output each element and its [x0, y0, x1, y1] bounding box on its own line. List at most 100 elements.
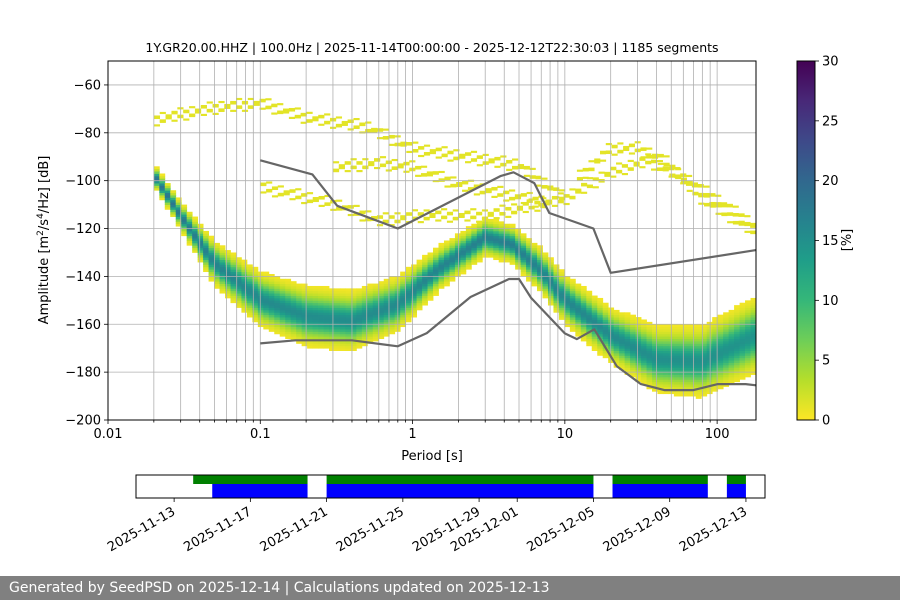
heatmap-cell: [569, 300, 576, 304]
heatmap-cell: [745, 345, 751, 349]
heatmap-cell: [575, 329, 582, 332]
heatmap-cell: [416, 266, 423, 270]
heatmap-cell: [219, 269, 226, 273]
heatmap-cell: [619, 326, 626, 330]
heatmap-trace-cell: [691, 182, 698, 185]
heatmap-cell: [558, 269, 565, 273]
heatmap-trace-cell: [604, 171, 611, 174]
heatmap-cell: [367, 283, 374, 287]
heatmap-cell: [520, 259, 527, 263]
heatmap-cell: [498, 233, 505, 237]
heatmap-trace-cell: [450, 185, 457, 188]
heatmap-cell: [252, 319, 259, 323]
heatmap-cell: [728, 331, 735, 335]
heatmap-cell: [438, 278, 445, 282]
heatmap-cell: [520, 257, 527, 261]
heatmap-cell: [186, 230, 193, 234]
heatmap-cell: [586, 300, 593, 304]
heatmap-cell: [635, 341, 642, 344]
heatmap-cell: [416, 274, 423, 277]
heatmap-cell: [580, 336, 587, 340]
heatmap-cell: [356, 345, 363, 349]
heatmap-trace-cell: [487, 213, 494, 216]
timeline-tick-label: 2025-11-13: [105, 504, 178, 555]
heatmap-cell: [613, 314, 620, 318]
heatmap-cell: [646, 362, 653, 366]
heatmap-cell: [526, 242, 532, 246]
heatmap-trace-cell: [522, 203, 529, 206]
heatmap-cell: [498, 221, 505, 225]
heatmap-cell: [241, 300, 248, 304]
heatmap-cell: [361, 324, 368, 328]
heatmap-trace-cell: [382, 221, 389, 224]
heatmap-trace-cell: [458, 214, 465, 217]
heatmap-cell: [624, 329, 631, 332]
heatmap-cell: [416, 288, 423, 292]
heatmap-cell: [739, 355, 746, 359]
heatmap-cell: [641, 350, 647, 354]
heatmap-cell: [296, 341, 303, 344]
heatmap-cell: [329, 309, 335, 313]
heatmap-cell: [241, 281, 248, 284]
heatmap-cell: [186, 218, 193, 222]
heatmap-trace-cell: [236, 106, 243, 109]
heatmap-cell: [235, 262, 242, 265]
heatmap-cell: [498, 230, 505, 234]
x-tick-label: 0.01: [94, 427, 123, 442]
heatmap-cell: [334, 300, 341, 304]
heatmap-cell: [438, 257, 445, 261]
heatmap-cell: [728, 367, 735, 371]
heatmap-cell: [646, 374, 653, 378]
heatmap-trace-cell: [592, 178, 599, 181]
heatmap-cell: [318, 345, 324, 349]
heatmap-cell: [285, 305, 292, 308]
heatmap-cell: [361, 312, 368, 316]
heatmap-cell: [646, 367, 653, 371]
heatmap-cell: [263, 317, 270, 320]
heatmap-cell: [225, 295, 231, 299]
heatmap-cell: [339, 343, 346, 347]
heatmap-trace-cell: [265, 105, 272, 108]
heatmap-cell: [334, 307, 341, 311]
heatmap-cell: [547, 274, 554, 277]
heatmap-cell: [329, 288, 335, 292]
heatmap-cell: [433, 257, 439, 261]
heatmap-cell: [695, 341, 702, 344]
heatmap-cell: [613, 317, 620, 320]
heatmap-cell: [197, 233, 204, 237]
heatmap-trace-cell: [646, 154, 653, 158]
heatmap-trace-cell: [715, 212, 722, 215]
heatmap-cell: [695, 333, 702, 337]
heatmap-cell: [422, 271, 428, 275]
heatmap-cell: [405, 266, 412, 270]
heatmap-trace-cell: [429, 212, 436, 216]
heatmap-cell: [372, 324, 379, 328]
heatmap-trace-cell: [680, 178, 687, 182]
timeline-tick-label: 2025-12-09: [601, 504, 674, 555]
heatmap-cell: [537, 245, 543, 249]
heatmap-cell: [706, 357, 713, 361]
heatmap-trace-cell: [663, 155, 670, 158]
heatmap-cell: [695, 338, 702, 342]
heatmap-cell: [389, 295, 396, 299]
heatmap-cell: [438, 242, 445, 246]
heatmap-cell: [296, 333, 303, 337]
heatmap-cell: [547, 288, 554, 292]
heatmap-cell: [465, 252, 472, 256]
heatmap-cell: [411, 276, 417, 280]
heatmap-cell: [739, 367, 746, 371]
heatmap-trace-cell: [499, 213, 506, 216]
heatmap-cell: [630, 357, 636, 361]
heatmap-trace-cell: [417, 213, 424, 216]
heatmap-cell: [734, 312, 740, 316]
heatmap-cell: [279, 326, 286, 330]
heatmap-cell: [334, 305, 341, 308]
heatmap-cell: [246, 300, 253, 304]
heatmap-cell: [547, 278, 554, 282]
heatmap-cell: [378, 293, 385, 296]
heatmap-cell: [476, 247, 483, 251]
heatmap-cell: [241, 278, 248, 282]
heatmap-cell: [734, 326, 740, 330]
heatmap-cell: [318, 302, 324, 306]
heatmap-cell: [586, 341, 593, 344]
